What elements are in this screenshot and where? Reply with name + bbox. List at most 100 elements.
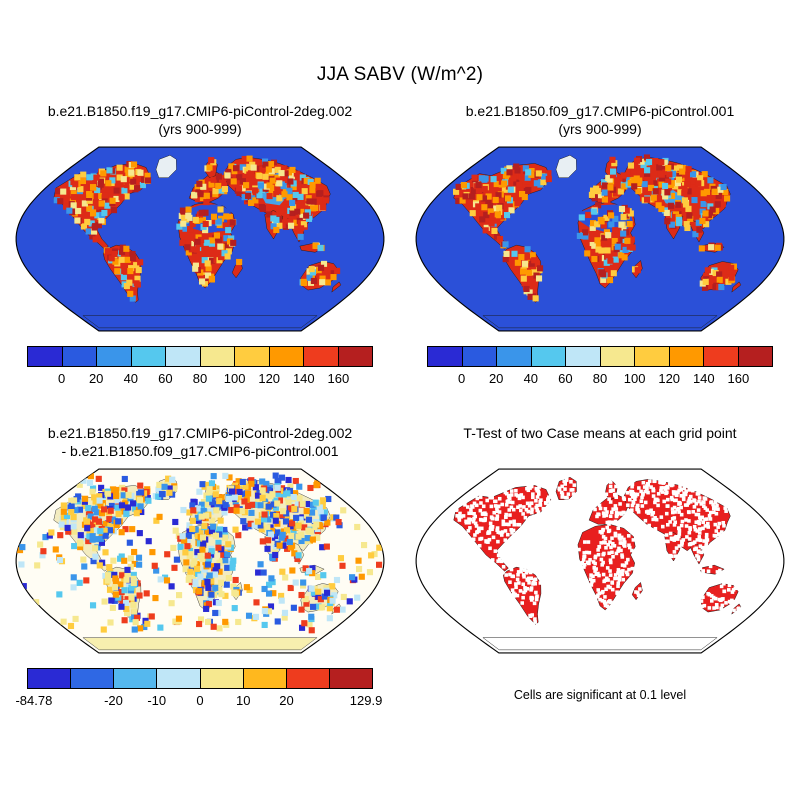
colorbar-tick-label: 160 [727, 371, 750, 386]
grid-cell [115, 518, 122, 525]
grid-cell [696, 512, 701, 517]
grid-cell [297, 516, 304, 523]
grid-cell [614, 514, 619, 519]
grid-cell [272, 551, 279, 559]
grid-cell [673, 498, 677, 503]
grid-cell [126, 539, 133, 546]
grid-cell [280, 528, 287, 535]
grid-cell [475, 496, 480, 501]
grid-cell [482, 227, 489, 234]
grid-cell [489, 504, 494, 509]
grid-cell [183, 559, 190, 566]
grid-cell [60, 618, 67, 625]
grid-cell [624, 561, 629, 565]
grid-cell [217, 254, 225, 261]
grid-cell [676, 220, 683, 227]
grid-cell [130, 178, 137, 185]
grid-cell [81, 200, 88, 207]
continent-antarctica [482, 315, 718, 329]
grid-cell [315, 603, 322, 610]
grid-cell [117, 581, 124, 588]
grid-cell [545, 170, 552, 177]
grid-cell [216, 559, 223, 566]
colorbar-tick-label: -20 [104, 693, 123, 708]
grid-cell [613, 493, 618, 498]
grid-cell [704, 535, 709, 540]
grid-cell [673, 510, 677, 514]
grid-cell [166, 485, 173, 492]
grid-cell [597, 545, 602, 549]
grid-cell [702, 539, 706, 543]
grid-cell [75, 207, 82, 215]
grid-cell [316, 504, 323, 511]
grid-cell [278, 474, 286, 481]
grid-cell [130, 500, 137, 507]
grid-cell [122, 496, 129, 503]
grid-cell [273, 190, 280, 198]
grid-cell [496, 559, 500, 563]
grid-cell [55, 188, 62, 195]
grid-cell [91, 516, 99, 523]
grid-cell [664, 539, 669, 544]
grid-cell [711, 188, 718, 195]
grid-cell [248, 480, 255, 487]
grid-cell [533, 617, 537, 621]
grid-cell [643, 154, 651, 161]
grid-cell [661, 486, 666, 490]
grid-cell [225, 541, 232, 548]
grid-cell [181, 214, 188, 221]
grid-cell [89, 602, 97, 609]
grid-cell [242, 483, 249, 490]
grid-cell [122, 599, 130, 606]
grid-cell [526, 569, 531, 573]
grid-cell [706, 525, 711, 529]
grid-cell [523, 285, 530, 293]
grid-cell [459, 197, 466, 204]
grid-cell [264, 537, 272, 544]
grid-cell [56, 591, 63, 598]
grid-cell [606, 578, 610, 582]
grid-cell [134, 185, 141, 192]
grid-cell [141, 623, 148, 631]
grid-cell [696, 226, 703, 233]
grid-cell [687, 530, 692, 535]
grid-cell [670, 497, 674, 502]
grid-cell [135, 506, 142, 513]
grid-cell [518, 254, 525, 261]
grid-cell [185, 212, 192, 219]
grid-cell [619, 535, 624, 540]
grid-cell [81, 502, 88, 510]
grid-cell [70, 497, 78, 504]
grid-cell [677, 528, 682, 533]
grid-cell [616, 581, 621, 586]
grid-cell [113, 187, 120, 194]
grid-cell [205, 481, 212, 488]
grid-cell [508, 572, 512, 577]
grid-cell [129, 526, 136, 533]
grid-cell [193, 565, 201, 572]
grid-cell [289, 204, 297, 211]
grid-cell [108, 255, 115, 262]
grid-cell [94, 212, 101, 219]
grid-cell [526, 484, 531, 488]
grid-cell [294, 555, 301, 563]
grid-cell [303, 177, 310, 184]
grid-cell [366, 569, 374, 576]
grid-cell [243, 182, 250, 189]
grid-cell [616, 526, 621, 531]
grid-cell [598, 597, 602, 602]
grid-cell [189, 525, 196, 532]
grid-cell [257, 502, 264, 509]
grid-cell [535, 488, 539, 493]
grid-cell [644, 167, 651, 174]
grid-cell [285, 476, 292, 484]
grid-cell [714, 602, 719, 607]
grid-cell [126, 174, 133, 181]
grid-cell [594, 241, 601, 248]
grid-cell [246, 155, 253, 162]
grid-cell [471, 189, 478, 196]
grid-cell [248, 509, 255, 516]
grid-cell [467, 511, 471, 516]
grid-cell [695, 219, 702, 226]
grid-cell [642, 485, 647, 489]
